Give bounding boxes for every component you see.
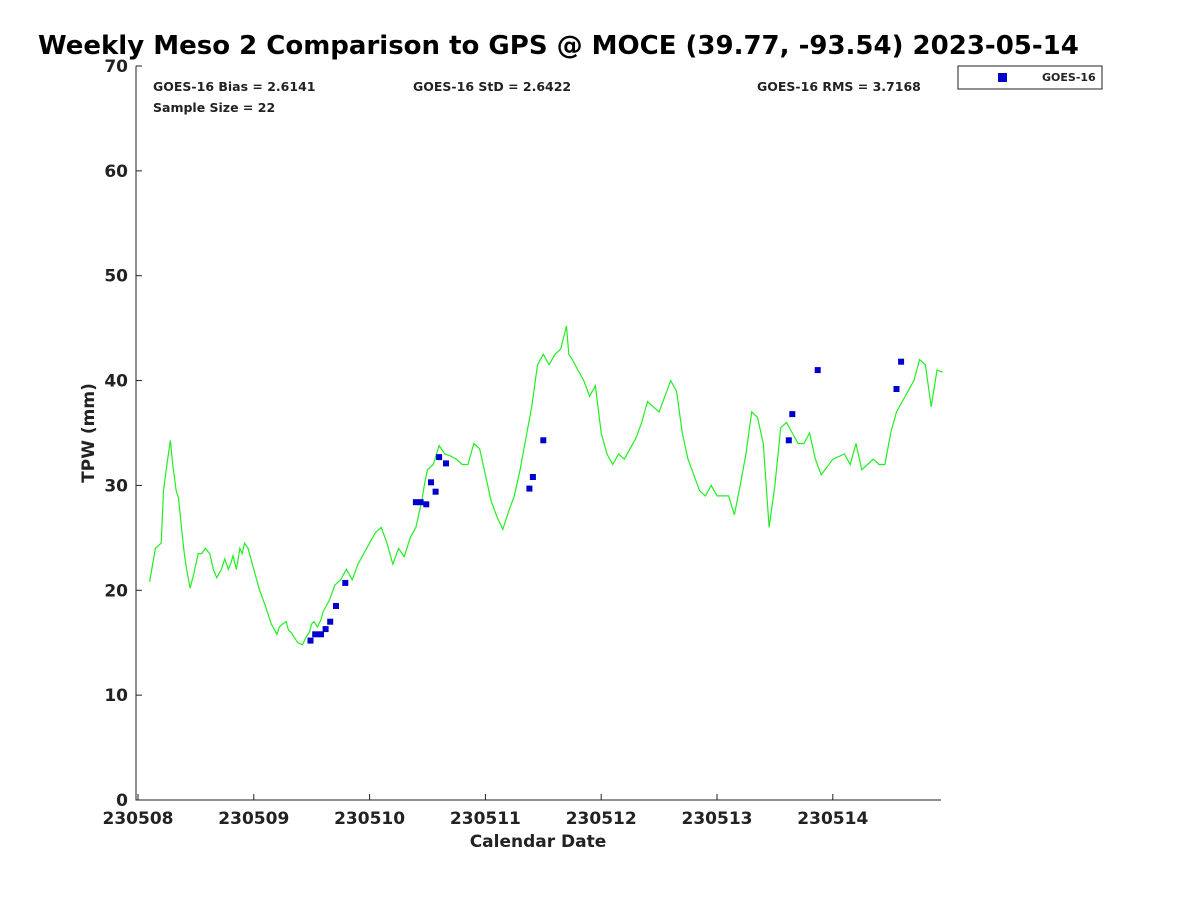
y-tick-label: 30 bbox=[104, 476, 128, 496]
sample-size-stat: Sample Size = 22 bbox=[153, 100, 275, 115]
x-axis-ticks: 230508 230509 230510 230511 230512 230513 2305… bbox=[103, 794, 868, 829]
y-axis-label: TPW (mm) bbox=[79, 383, 99, 483]
goes16-point bbox=[526, 485, 533, 492]
x-tick-label: 230509 bbox=[218, 809, 289, 829]
goes16-point bbox=[342, 579, 349, 586]
y-tick-label: 40 bbox=[104, 372, 128, 392]
goes16-point bbox=[423, 501, 430, 508]
goes16-point bbox=[443, 460, 449, 467]
legend: GOES-16 bbox=[957, 65, 1103, 90]
gps-series-line bbox=[149, 325, 944, 646]
y-axis-ticks: 0 10 20 30 40 50 60 70 bbox=[104, 57, 142, 811]
goes16-point bbox=[814, 367, 821, 374]
bias-stat: GOES-16 Bias = 2.6141 bbox=[153, 79, 315, 94]
plot-area: 0 10 20 30 40 50 60 70 230508 230509 230510 230511… bbox=[103, 57, 944, 829]
chart-title: Weekly Meso 2 Comparison to GPS @ MOCE (… bbox=[38, 31, 1079, 61]
goes16-point bbox=[898, 358, 905, 365]
y-tick-label: 0 bbox=[116, 791, 128, 811]
goes16-point bbox=[307, 637, 314, 644]
goes16-point bbox=[540, 437, 547, 444]
goes16-point bbox=[417, 499, 424, 506]
goes16-point bbox=[432, 488, 439, 495]
goes16-point bbox=[436, 454, 443, 461]
y-tick-label: 70 bbox=[104, 57, 128, 77]
x-tick-label: 230511 bbox=[450, 809, 521, 829]
goes16-point bbox=[322, 626, 329, 633]
goes16-point bbox=[893, 386, 900, 392]
goes16-point bbox=[327, 618, 334, 625]
goes16-point bbox=[412, 499, 419, 506]
x-tick-label: 230514 bbox=[797, 809, 868, 829]
y-tick-label: 10 bbox=[104, 686, 128, 706]
y-tick-label: 60 bbox=[104, 162, 128, 182]
goes16-point bbox=[318, 631, 324, 638]
x-tick-label: 230513 bbox=[682, 809, 753, 829]
legend-label-goes16: GOES-16 bbox=[1042, 71, 1096, 84]
legend-box bbox=[957, 65, 1103, 90]
y-tick-label: 20 bbox=[104, 581, 128, 601]
x-axis-label: Calendar Date bbox=[470, 832, 607, 852]
goes16-point bbox=[785, 437, 792, 444]
goes16-point bbox=[428, 479, 434, 486]
legend-marker-goes16 bbox=[998, 73, 1007, 82]
rms-stat: GOES-16 RMS = 3.7168 bbox=[757, 79, 921, 94]
goes16-point bbox=[789, 411, 796, 418]
goes16-point bbox=[312, 631, 319, 638]
series-layer bbox=[149, 325, 944, 646]
x-tick-label: 230512 bbox=[566, 809, 637, 829]
y-tick-label: 50 bbox=[104, 267, 128, 287]
goes16-point bbox=[333, 603, 339, 609]
x-tick-label: 230510 bbox=[334, 809, 405, 829]
goes16-point bbox=[529, 474, 536, 480]
std-stat: GOES-16 StD = 2.6422 bbox=[413, 79, 571, 94]
x-tick-label: 230508 bbox=[103, 809, 174, 829]
